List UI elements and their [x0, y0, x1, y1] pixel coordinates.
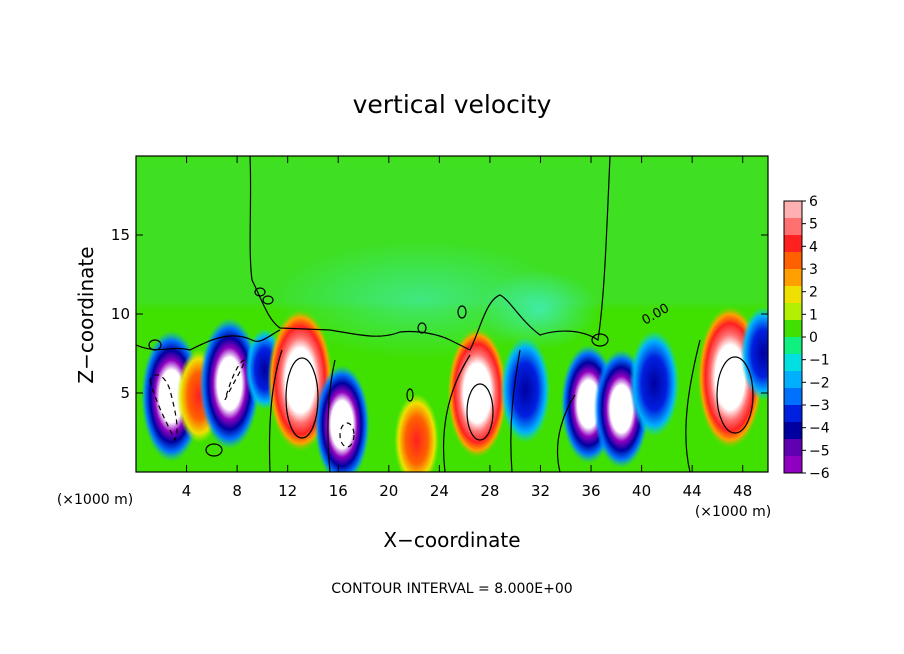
colorbar-swatch	[784, 201, 802, 219]
contour-loop	[254, 287, 266, 297]
x-tick-label: 28	[480, 482, 499, 500]
negative-contour	[149, 374, 178, 442]
colorbar-swatch	[784, 371, 802, 389]
colorbar-swatch	[784, 456, 802, 474]
colorbar-label: 0	[809, 330, 818, 346]
colorbar-label: 4	[809, 239, 818, 255]
zero-contour	[268, 349, 283, 472]
colorbar-swatch	[784, 218, 802, 236]
colorbar-swatch	[784, 320, 802, 338]
zero-contour	[249, 156, 611, 351]
colorbar-swatch	[784, 252, 802, 270]
contour-interval-footer: CONTOUR INTERVAL = 8.000E+00	[331, 581, 572, 597]
updraft-cell-6	[394, 393, 440, 472]
contour-loop	[205, 443, 223, 457]
colorbar-swatch	[784, 354, 802, 372]
contour-loop	[406, 388, 414, 402]
colorbar-swatch	[784, 439, 802, 457]
contour-loop	[262, 295, 274, 305]
updraft-cell-7	[447, 327, 508, 459]
y-axis: 5 10 15	[111, 226, 768, 402]
x-axis-label: X−coordinate	[383, 528, 520, 552]
colorbar-swatch	[784, 269, 802, 287]
zero-contour	[510, 349, 521, 472]
colorbar-label: −5	[809, 443, 830, 459]
colorbar: 6 5 4 3 2 1 0 −1 −2 −3 −4 −5 −6	[783, 194, 830, 482]
colorbar-label: 2	[809, 285, 818, 301]
contour-loop	[285, 357, 319, 439]
x-unit-left: (×1000 m)	[57, 492, 133, 508]
x-unit-right: (×1000 m)	[695, 504, 771, 520]
contour-loop	[148, 339, 162, 351]
contour-loop	[466, 383, 494, 441]
colorbar-label: 3	[809, 262, 818, 278]
cyan-patch	[480, 270, 600, 350]
x-tick-label: 24	[430, 482, 449, 500]
colorbar-swatch	[784, 286, 802, 304]
contour-loop	[716, 356, 754, 434]
x-axis: 4 8 12 16 20 24 28 32 36 40 44 48	[182, 156, 752, 500]
colorbar-swatch	[784, 337, 802, 355]
y-tick-label: 5	[120, 384, 130, 402]
zero-contour	[136, 329, 281, 351]
x-tick-label: 4	[182, 482, 192, 500]
chart-title: vertical velocity	[353, 90, 552, 119]
downdraft-cell-8	[500, 336, 551, 443]
velocity-features	[141, 305, 768, 472]
colorbar-label: −1	[809, 353, 830, 369]
y-axis-label: Z−coordinate	[74, 246, 98, 383]
zero-contour	[327, 359, 336, 472]
colorbar-swatch	[784, 303, 802, 321]
downdraft-cell-5	[314, 365, 370, 472]
x-tick-label: 12	[278, 482, 297, 500]
colorbar-label: −2	[809, 375, 830, 391]
contour-loop	[417, 322, 427, 334]
downdraft-cell-2	[199, 318, 260, 449]
zero-contour	[442, 354, 471, 472]
contour-lines	[136, 156, 754, 472]
contour-loop	[591, 333, 609, 347]
x-tick-label: 8	[232, 482, 242, 500]
x-tick-label: 48	[733, 482, 752, 500]
zero-contour	[685, 339, 701, 472]
colorbar-swatch	[784, 388, 802, 406]
contour-loop	[457, 305, 467, 319]
x-tick-label: 16	[329, 482, 348, 500]
colorbar-swatch	[784, 405, 802, 423]
zero-contour	[556, 394, 576, 472]
x-tick-label: 20	[379, 482, 398, 500]
colorbar-label: −6	[809, 466, 830, 482]
colorbar-label: 6	[809, 194, 818, 210]
colorbar-label: −3	[809, 398, 830, 414]
downdraft-cell-13	[740, 306, 768, 401]
colorbar-swatch	[784, 422, 802, 440]
plot-area: 0.00	[136, 156, 768, 472]
x-tick-label: 36	[581, 482, 600, 500]
downdraft-cell-11	[629, 330, 680, 437]
colorbar-label: 1	[809, 307, 818, 323]
y-tick-label: 15	[111, 226, 130, 244]
x-tick-label: 44	[683, 482, 702, 500]
x-tick-label: 40	[632, 482, 651, 500]
x-tick-label: 32	[531, 482, 550, 500]
y-tick-label: 10	[111, 305, 130, 323]
negative-contour	[339, 422, 355, 448]
colorbar-swatch	[784, 235, 802, 253]
colorbar-label: −4	[809, 421, 830, 437]
colorbar-label: 5	[809, 217, 818, 233]
